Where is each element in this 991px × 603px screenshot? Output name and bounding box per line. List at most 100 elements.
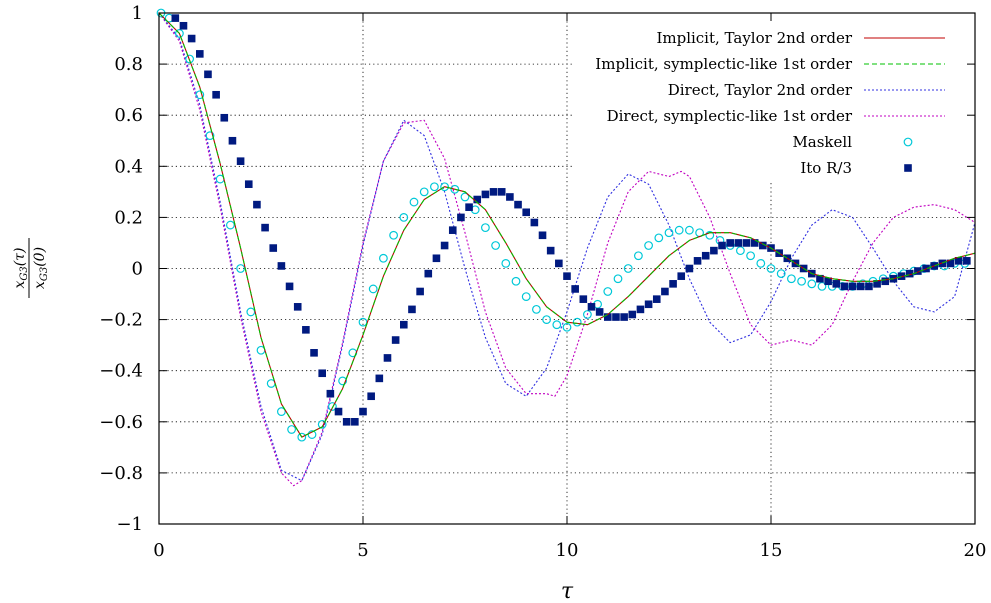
maskell-point [532, 304, 541, 314]
x-tick-label: 0 [153, 540, 164, 561]
ito-point [710, 246, 718, 255]
axis-ticks: −1−0.8−0.6−0.4−0.200.20.40.60.810 5 10 15 20 [99, 3, 986, 561]
series-line [158, 12, 976, 482]
y-axis-label: xG3(τ) xG3(0) [12, 238, 50, 298]
ito-point [334, 407, 343, 416]
ito-point [661, 287, 669, 296]
x-tick-label: 15 [760, 540, 783, 561]
series-line [158, 12, 976, 438]
maskell-point [338, 376, 348, 386]
y-tick-label: 0.8 [114, 54, 143, 75]
ito-point [701, 251, 710, 260]
ito-point [555, 259, 563, 268]
ito-point [204, 70, 212, 79]
ito-point [636, 305, 645, 314]
ito-point [905, 269, 914, 278]
maskell-point [501, 258, 511, 268]
y-label-denominator-sub: G3 [39, 267, 50, 281]
ito-point [310, 349, 318, 357]
ito-point [963, 257, 971, 265]
ito-point [293, 303, 302, 311]
ito-point [277, 262, 286, 270]
ito-point [432, 254, 441, 263]
ito-point [302, 326, 310, 334]
y-tick-label: −0.8 [99, 463, 143, 484]
ito-point [391, 336, 400, 344]
ito-point [375, 374, 384, 383]
y-tick-label: −1 [116, 514, 143, 535]
maskell-point [205, 131, 215, 141]
ito-point [873, 280, 881, 288]
ito-point [538, 231, 547, 240]
maskell-point [277, 407, 286, 416]
maskell-point [542, 315, 551, 325]
maskell-point [776, 269, 786, 279]
ito-point [171, 14, 180, 22]
ito-point [759, 241, 767, 250]
ito-point [734, 239, 743, 247]
legend: Implicit, Taylor 2nd order Implicit, symp… [595, 29, 945, 177]
ito-point [579, 295, 588, 303]
maskell-point [440, 182, 450, 192]
legend-label: Implicit, Taylor 2nd order [656, 29, 852, 47]
maskell-point [654, 233, 664, 243]
maskell-point [481, 223, 490, 233]
ito-point [914, 267, 922, 275]
ito-point [220, 113, 229, 122]
maskell-point [491, 241, 501, 250]
legend-item-implicit-taylor-2nd-order: Implicit, Taylor 2nd order [656, 29, 945, 47]
ito-point [750, 239, 759, 247]
maskell-point [317, 419, 327, 429]
ito-point [620, 313, 628, 321]
ito-point [530, 218, 539, 227]
maskell-point [236, 264, 246, 273]
maskell-point [195, 90, 205, 100]
series-line [158, 12, 976, 487]
ito-point [228, 136, 237, 145]
ito-point [383, 354, 392, 362]
maskell-point [797, 276, 806, 286]
series-implicit-symplectic-like-1st-order [158, 12, 976, 438]
series-direct-taylor-2nd-order [158, 12, 976, 482]
ito-point [612, 313, 620, 321]
maskell-point [903, 137, 913, 147]
legend-label: Maskell [792, 133, 852, 151]
ito-point [644, 300, 653, 309]
maskell-point [430, 182, 439, 192]
ito-point [628, 310, 637, 319]
ito-point [187, 34, 196, 43]
maskell-point [185, 54, 195, 64]
maskell-point [552, 320, 562, 330]
maskell-point [389, 230, 399, 240]
maskell-point [817, 281, 827, 291]
maskell-point [379, 253, 388, 263]
ito-point [904, 164, 912, 172]
ito-point [726, 239, 734, 247]
maskell-point [664, 228, 674, 238]
maskell-point [613, 274, 623, 284]
ito-point [408, 305, 416, 314]
maskell-point [807, 279, 817, 289]
ito-point [693, 257, 702, 265]
maskell-point [419, 187, 429, 197]
ito-point [840, 282, 849, 291]
maskell-point [736, 246, 745, 256]
maskell-point [644, 241, 653, 250]
ito-point [816, 274, 824, 283]
ito-point [881, 277, 890, 286]
ito-point [677, 272, 686, 280]
plot-series [156, 8, 976, 487]
maskell-point [174, 29, 184, 38]
y-label-numerator: x [12, 280, 28, 288]
ito-point [212, 90, 220, 99]
x-tick-label: 10 [556, 540, 579, 561]
maskell-point [623, 264, 633, 273]
legend-label: Ito R/3 [800, 159, 852, 177]
ito-point [587, 303, 596, 311]
ito-point [318, 369, 326, 378]
x-tick-label: 5 [357, 540, 368, 561]
maskell-point [746, 251, 755, 261]
ito-point [856, 282, 865, 291]
maskell-point [583, 310, 592, 319]
